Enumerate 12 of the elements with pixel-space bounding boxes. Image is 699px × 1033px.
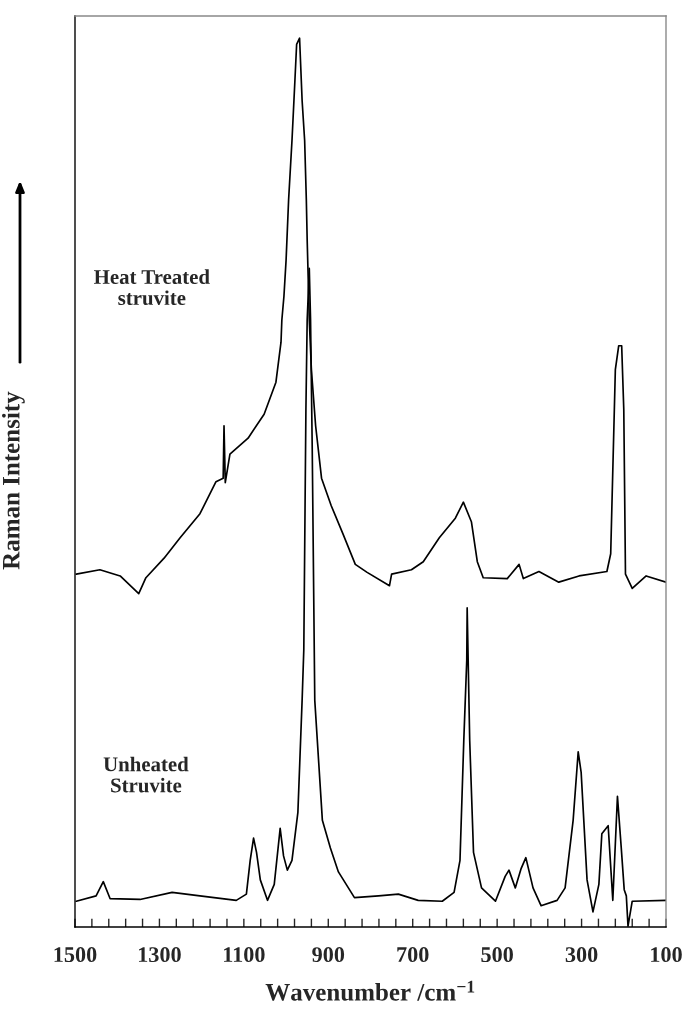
x-tick-label: 1500 [54, 947, 97, 963]
x-tick-label: 500 [481, 947, 513, 963]
x-tick-label: 1100 [224, 947, 265, 963]
x-tick-label: 300 [565, 947, 598, 963]
x-tick-label: 900 [312, 947, 345, 963]
x-axis-title: Wavenumber /cm$^{−1}$ [265, 980, 475, 1001]
x-tick-label: 700 [397, 947, 429, 963]
y-axis-title: Raman Intensity [2, 391, 25, 570]
x-tick-label: 100 [651, 947, 682, 963]
x-tick-label: 1300 [138, 947, 181, 963]
annotation: Unheated Struvite [103, 756, 189, 793]
annotation: Heat Treated struvite [94, 269, 210, 306]
